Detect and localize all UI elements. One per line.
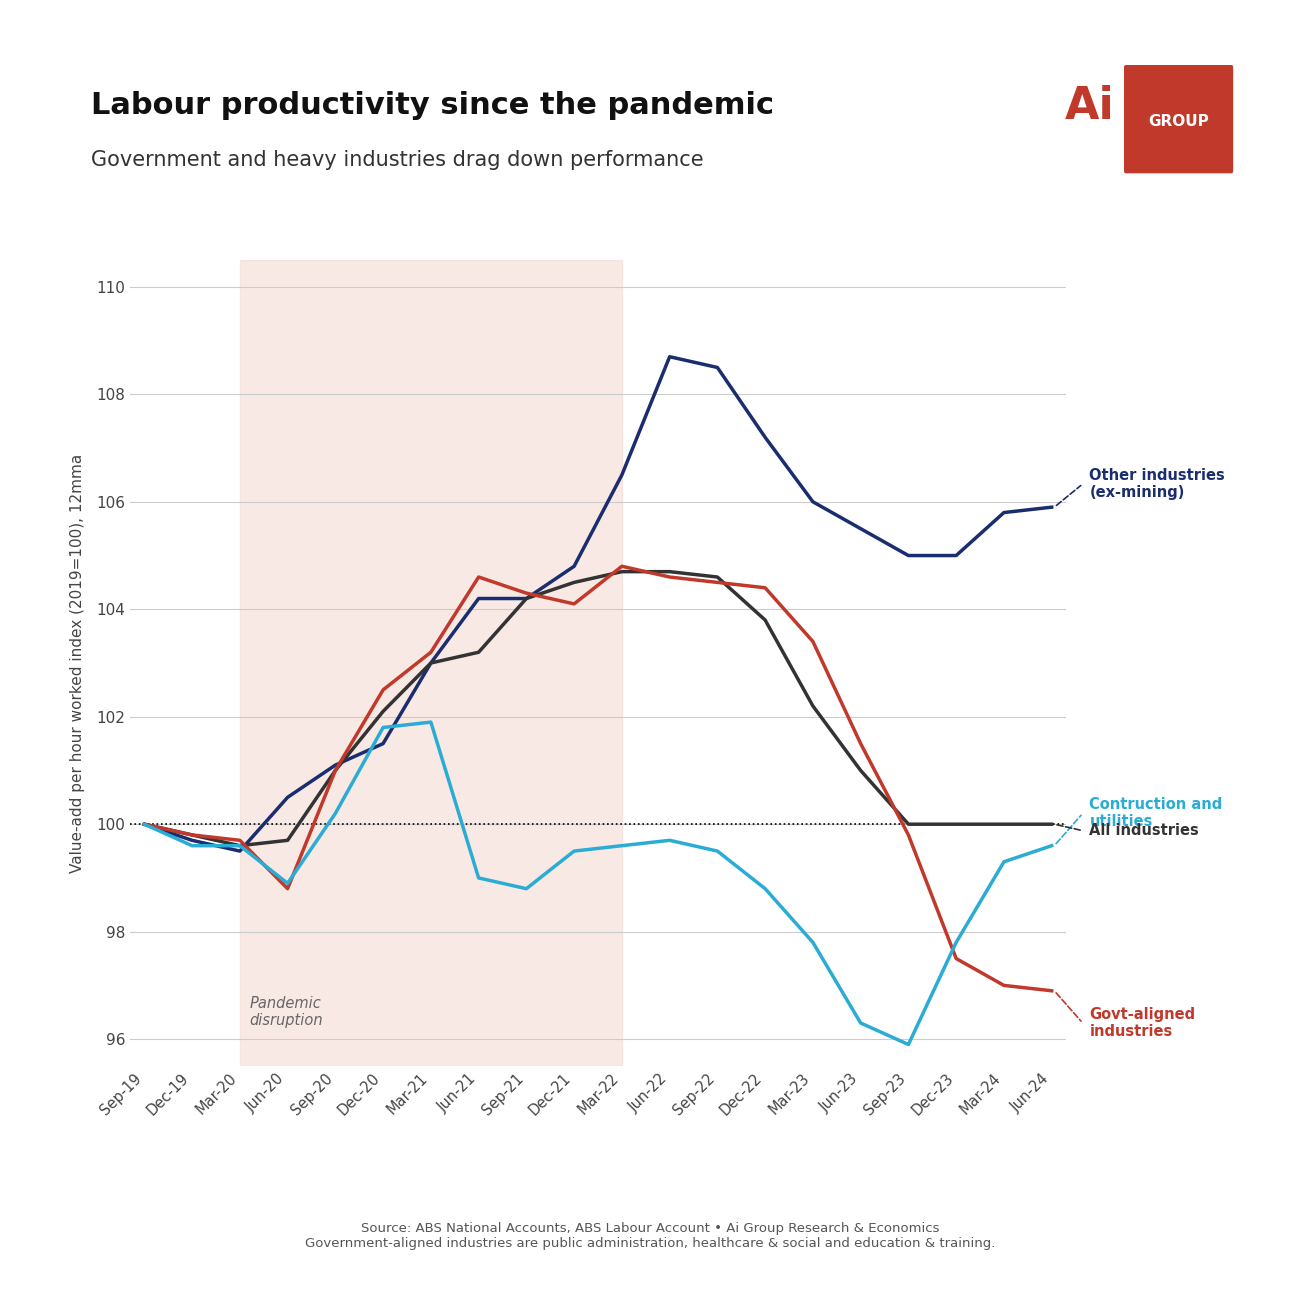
Text: Pandemic
disruption: Pandemic disruption: [250, 996, 322, 1028]
FancyBboxPatch shape: [1052, 49, 1236, 185]
FancyBboxPatch shape: [1124, 65, 1234, 173]
Text: Government and heavy industries drag down performance: Government and heavy industries drag dow…: [91, 150, 703, 169]
Y-axis label: Value-add per hour worked index (2019=100), 12mma: Value-add per hour worked index (2019=10…: [70, 454, 84, 872]
Bar: [239, 260, 621, 1066]
Text: Contruction and
utilities: Contruction and utilities: [1089, 797, 1222, 829]
Text: Govt-aligned
industries: Govt-aligned industries: [1089, 1008, 1196, 1040]
Text: All industries: All industries: [1089, 823, 1199, 838]
Text: Other industries
(ex-mining): Other industries (ex-mining): [1089, 468, 1225, 500]
Text: GROUP: GROUP: [1148, 114, 1209, 129]
Text: Source: ABS National Accounts, ABS Labour Account • Ai Group Research & Economic: Source: ABS National Accounts, ABS Labou…: [304, 1222, 996, 1251]
Text: Labour productivity since the pandemic: Labour productivity since the pandemic: [91, 91, 773, 120]
Text: Ai: Ai: [1065, 84, 1114, 127]
